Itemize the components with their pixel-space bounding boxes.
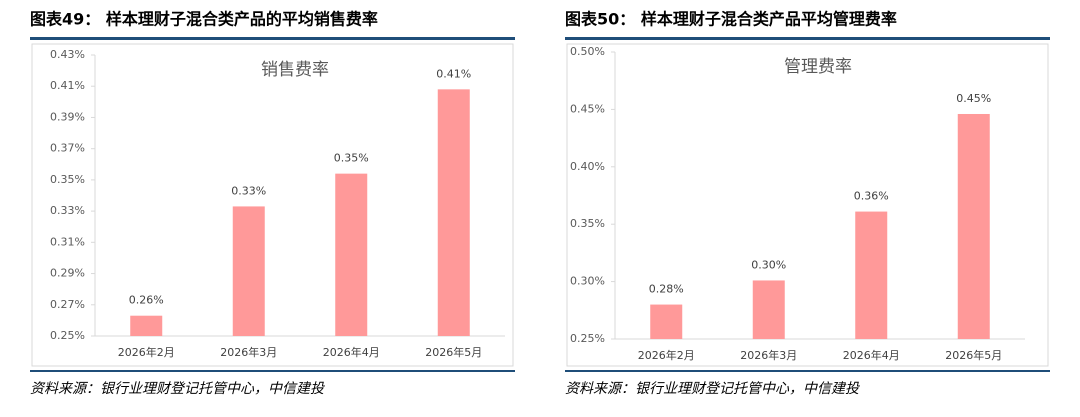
bar [232,206,265,336]
y-tick-label: 0.45% [570,102,605,115]
x-tick-label: 2026年5月 [945,348,1002,362]
source-rule [30,370,515,372]
chart-frame [31,43,514,367]
y-tick-label: 0.37% [50,142,85,155]
bar [130,315,163,336]
source: 资料来源：银行业理财登记托管中心，中信建投 [565,381,861,397]
value-label: 0.26% [129,294,164,307]
bar [957,113,990,339]
figure-caption: 图表50： 样本理财子混合类产品平均管理费率 [565,10,897,29]
value-label: 0.35% [334,152,369,165]
x-tick-label: 2026年3月 [220,345,277,359]
chart-title: 销售费率 [261,60,329,80]
y-tick-label: 0.40% [570,160,605,173]
bar [650,304,683,339]
y-tick-label: 0.30% [570,275,605,288]
value-label: 0.28% [649,283,684,296]
figure-caption: 图表49： 样本理财子混合类产品的平均销售费率 [30,10,378,29]
value-label: 0.41% [436,67,471,80]
value-label: 0.45% [956,92,991,105]
bar [335,173,368,336]
value-label: 0.30% [751,258,786,271]
x-tick-label: 2026年2月 [118,345,175,359]
y-tick-label: 0.25% [570,332,605,345]
caption-rule [565,37,1050,40]
bar [752,280,785,339]
x-tick-label: 2026年4月 [323,345,380,359]
source: 资料来源：银行业理财登记托管中心，中信建投 [30,381,326,397]
chart-frame [566,43,1049,367]
y-tick-label: 0.50% [570,45,605,58]
y-tick-label: 0.35% [50,173,85,186]
y-tick-label: 0.39% [50,110,85,123]
y-tick-label: 0.43% [50,48,85,61]
y-tick-label: 0.35% [570,217,605,230]
bar [437,89,470,336]
x-tick-label: 2026年2月 [638,348,695,362]
x-tick-label: 2026年3月 [740,348,797,362]
y-tick-label: 0.33% [50,204,85,217]
source-rule [565,370,1050,372]
y-tick-label: 0.29% [50,267,85,280]
chart-title: 管理费率 [784,57,852,77]
bar [855,211,888,339]
y-tick-label: 0.41% [50,79,85,92]
x-tick-label: 2026年5月 [425,345,482,359]
y-tick-label: 0.25% [50,329,85,342]
y-tick-label: 0.27% [50,298,85,311]
value-label: 0.33% [231,184,266,197]
value-label: 0.36% [854,190,889,203]
y-tick-label: 0.31% [50,235,85,248]
caption-rule [30,37,515,40]
x-tick-label: 2026年4月 [843,348,900,362]
